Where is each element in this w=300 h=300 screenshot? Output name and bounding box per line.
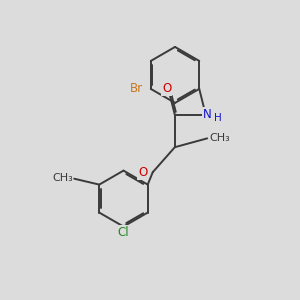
Text: CH₃: CH₃ xyxy=(52,173,73,183)
Text: O: O xyxy=(138,166,147,179)
Text: CH₃: CH₃ xyxy=(210,133,230,143)
Text: H: H xyxy=(214,113,222,123)
Text: Br: Br xyxy=(129,82,142,95)
Text: N: N xyxy=(203,108,212,121)
Text: Cl: Cl xyxy=(118,226,129,239)
Text: O: O xyxy=(162,82,171,95)
